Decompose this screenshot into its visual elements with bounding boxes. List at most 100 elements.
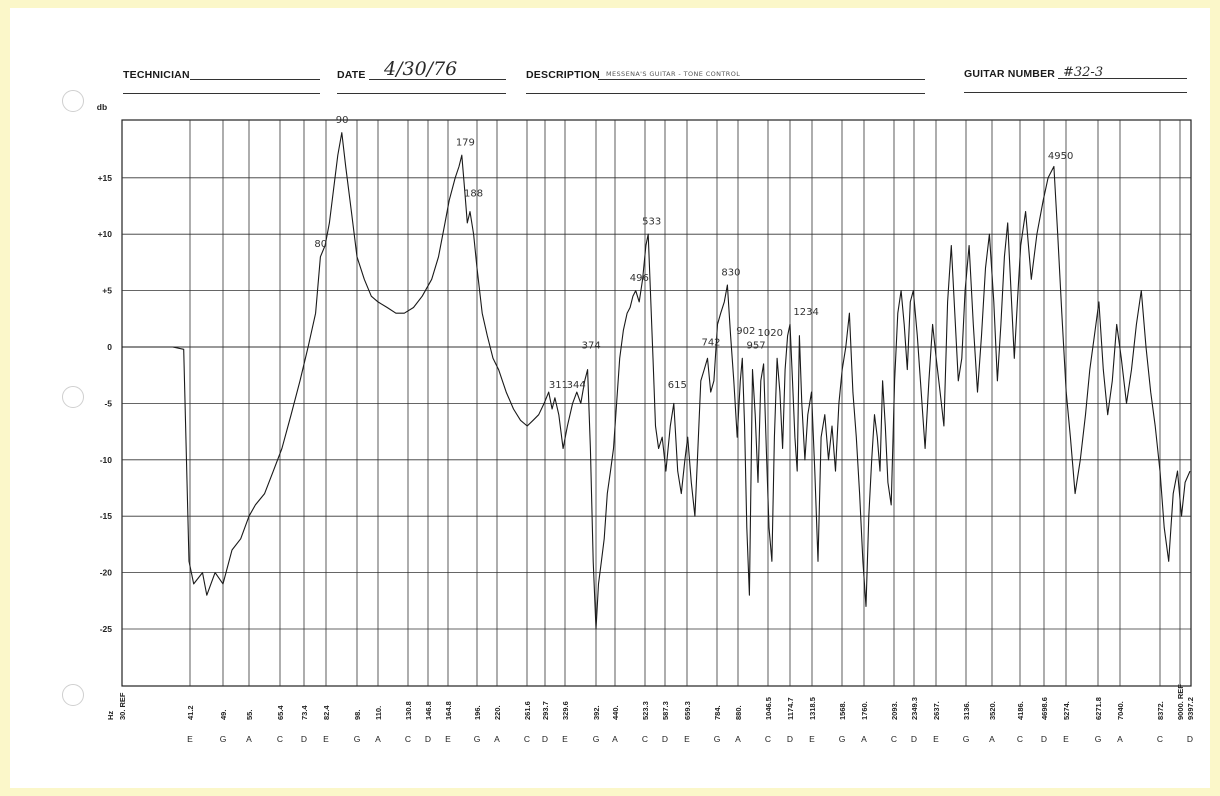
peak-annotation: 80 bbox=[314, 239, 327, 250]
x-tick-note-label: E bbox=[684, 734, 690, 744]
y-tick-label: -25 bbox=[100, 624, 113, 634]
x-tick-note-label: D bbox=[542, 734, 548, 744]
guitar-number-value: #32-3 bbox=[1063, 65, 1104, 80]
description-line-2 bbox=[526, 93, 925, 94]
x-tick-note-label: A bbox=[735, 734, 741, 744]
technician-line bbox=[190, 79, 320, 80]
x-tick-note-label: G bbox=[714, 734, 721, 744]
x-tick-freq-label: 7040. bbox=[1116, 701, 1125, 720]
x-tick-freq-label: 30. REF bbox=[118, 692, 127, 720]
x-tick-freq-label: 440. bbox=[611, 705, 620, 720]
x-tick-note-label: G bbox=[839, 734, 846, 744]
date-value: 4/30/76 bbox=[384, 58, 458, 80]
peak-annotation: 533 bbox=[642, 217, 661, 228]
x-tick-freq-label: 146.8 bbox=[424, 701, 433, 720]
x-tick-note-label: C bbox=[1017, 734, 1023, 744]
x-tick-freq-label: 49. bbox=[219, 710, 228, 720]
x-tick-freq-label: 523.3 bbox=[641, 701, 650, 720]
x-tick-freq-label: 392. bbox=[592, 705, 601, 720]
x-tick-note-label: D bbox=[425, 734, 431, 744]
x-tick-note-label: E bbox=[445, 734, 451, 744]
chart-sheet bbox=[10, 8, 1210, 788]
x-tick-note-label: C bbox=[891, 734, 897, 744]
x-tick-freq-label: 82.4 bbox=[322, 705, 331, 720]
x-tick-note-label: A bbox=[375, 734, 381, 744]
x-tick-freq-label: 4698.6 bbox=[1040, 697, 1049, 720]
peak-annotation: 615 bbox=[668, 380, 687, 391]
x-tick-note-label: G bbox=[220, 734, 227, 744]
x-tick-note-label: G bbox=[593, 734, 600, 744]
y-tick-label: -5 bbox=[104, 398, 112, 408]
x-tick-note-label: C bbox=[642, 734, 648, 744]
peak-annotation: 344 bbox=[567, 380, 586, 391]
x-tick-note-label: E bbox=[187, 734, 193, 744]
x-tick-freq-label: 880. bbox=[734, 705, 743, 720]
y-axis-label: db bbox=[97, 102, 107, 112]
x-tick-freq-label: 220. bbox=[493, 705, 502, 720]
x-tick-freq-label: 1318.5 bbox=[808, 697, 817, 720]
x-tick-freq-label: 329.6 bbox=[561, 701, 570, 720]
x-tick-freq-label: 9000. REF bbox=[1176, 684, 1185, 720]
x-tick-note-label: D bbox=[1041, 734, 1047, 744]
x-tick-freq-label: 6271.8 bbox=[1094, 697, 1103, 720]
x-tick-freq-label: 98. bbox=[353, 710, 362, 720]
x-tick-freq-label: 55. bbox=[245, 710, 254, 720]
peak-annotation: 957 bbox=[747, 341, 766, 352]
x-tick-note-label: E bbox=[562, 734, 568, 744]
x-tick-freq-label: 196. bbox=[473, 705, 482, 720]
y-tick-label: +15 bbox=[98, 173, 113, 183]
peak-annotation: 90 bbox=[336, 115, 349, 126]
x-tick-note-label: D bbox=[911, 734, 917, 744]
y-tick-label: -10 bbox=[100, 455, 113, 465]
y-tick-label: +10 bbox=[98, 229, 113, 239]
date-line-2 bbox=[337, 93, 506, 94]
x-tick-freq-label: 784. bbox=[713, 705, 722, 720]
x-tick-freq-label: 9397.2 bbox=[1186, 697, 1195, 720]
description-value: MESSENA'S GUITAR - TONE CONTROL bbox=[606, 70, 741, 78]
x-tick-freq-label: 2093. bbox=[890, 701, 899, 720]
x-tick-freq-label: 261.6 bbox=[523, 701, 532, 720]
peak-annotation: 374 bbox=[582, 341, 601, 352]
x-tick-freq-label: 5274. bbox=[1062, 701, 1071, 720]
x-tick-freq-label: 65.4 bbox=[276, 705, 285, 720]
x-tick-note-label: C bbox=[405, 734, 411, 744]
x-tick-freq-label: 8372. bbox=[1156, 701, 1165, 720]
x-tick-note-label: E bbox=[323, 734, 329, 744]
binder-hole-middle bbox=[62, 386, 84, 408]
x-tick-freq-label: 1760. bbox=[860, 701, 869, 720]
y-tick-label: -20 bbox=[100, 568, 113, 578]
technician-label: TECHNICIAN bbox=[123, 69, 190, 81]
x-tick-freq-label: 110. bbox=[374, 706, 383, 720]
technician-line-2 bbox=[123, 93, 320, 94]
x-tick-note-label: D bbox=[787, 734, 793, 744]
description-line bbox=[598, 79, 925, 80]
response-curve bbox=[122, 132, 1191, 630]
peak-annotation: 1020 bbox=[758, 328, 783, 339]
x-tick-note-label: A bbox=[612, 734, 618, 744]
peak-annotation: 496 bbox=[630, 273, 649, 284]
x-tick-freq-label: 2637. bbox=[932, 701, 941, 720]
x-tick-freq-label: 293.7 bbox=[541, 701, 550, 720]
x-tick-note-label: A bbox=[1117, 734, 1123, 744]
peak-annotation: 1234 bbox=[793, 307, 818, 318]
description-label: DESCRIPTION bbox=[526, 69, 600, 81]
x-tick-note-label: C bbox=[524, 734, 530, 744]
binder-hole-top bbox=[62, 90, 84, 112]
x-tick-freq-label: 4186. bbox=[1016, 701, 1025, 720]
peak-annotation: 902 bbox=[736, 326, 755, 337]
guitar-number-line-2 bbox=[964, 92, 1187, 93]
x-tick-note-label: E bbox=[1063, 734, 1069, 744]
x-tick-note-label: E bbox=[809, 734, 815, 744]
x-axis-label: Hz bbox=[106, 711, 115, 720]
x-tick-note-label: G bbox=[1095, 734, 1102, 744]
x-tick-freq-label: 73.4 bbox=[300, 705, 309, 720]
x-tick-freq-label: 2349.3 bbox=[910, 697, 919, 720]
peak-annotation: 179 bbox=[456, 138, 475, 149]
x-tick-freq-label: 587.3 bbox=[661, 701, 670, 720]
guitar-number-line bbox=[1058, 78, 1187, 79]
x-tick-note-label: A bbox=[989, 734, 995, 744]
x-tick-freq-label: 3136. bbox=[962, 701, 971, 720]
x-tick-freq-label: 659.3 bbox=[683, 701, 692, 720]
x-tick-freq-label: 164.8 bbox=[444, 701, 453, 720]
